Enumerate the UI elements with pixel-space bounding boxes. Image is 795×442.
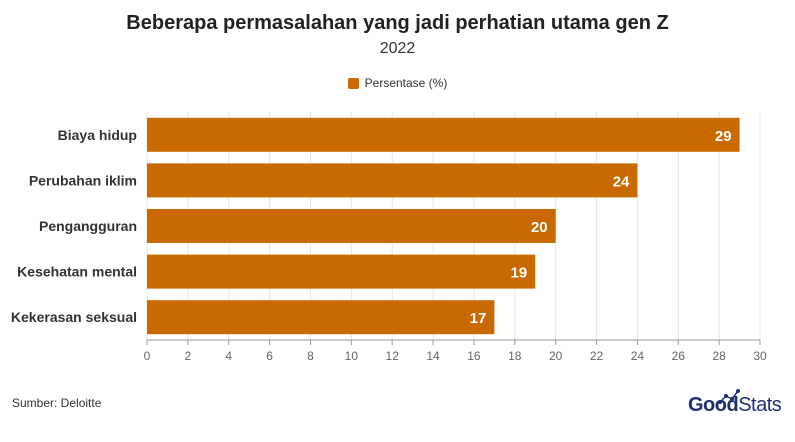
x-tick-label: 6 (266, 349, 273, 363)
x-tick-label: 30 (753, 349, 767, 363)
bar (147, 300, 495, 335)
bar-value-label: 19 (511, 265, 528, 282)
x-tick-label: 12 (386, 349, 400, 363)
legend-swatch (347, 77, 359, 89)
legend: Persentase (%) (0, 76, 795, 90)
bar (147, 163, 638, 198)
logo-text: GoodStats (688, 394, 782, 416)
x-tick-label: 14 (426, 349, 440, 363)
x-tick-label: 8 (307, 349, 314, 363)
x-tick-label: 26 (672, 349, 686, 363)
x-tick-label: 16 (467, 349, 481, 363)
logo-chart-icon (718, 389, 740, 404)
x-tick-label: 20 (549, 349, 563, 363)
bar-value-label: 17 (470, 310, 487, 327)
category-label: Kekerasan seksual (11, 309, 137, 325)
x-tick-label: 2 (185, 349, 192, 363)
x-tick-label: 18 (508, 349, 522, 363)
bars: 29 24 20 19 17 (147, 117, 740, 335)
category-label: Pengangguran (39, 218, 137, 234)
legend-label: Persentase (%) (364, 76, 448, 90)
category-label: Kesehatan mental (17, 264, 137, 280)
x-tick-label: 4 (225, 349, 232, 363)
category-label: Perubahan iklim (29, 172, 137, 188)
chart-title: Beberapa permasalahan yang jadi perhatia… (126, 12, 669, 34)
category-label: Biaya hidup (58, 127, 137, 143)
bar (147, 254, 536, 289)
x-tick-label: 10 (345, 349, 359, 363)
bar-value-label: 20 (531, 219, 548, 236)
bar (147, 117, 740, 152)
source-note: Sumber: Deloitte (12, 396, 102, 410)
category-labels: Biaya hidup Perubahan iklim Pengangguran Ke… (11, 127, 137, 325)
goodstats-logo: GoodStats (688, 388, 788, 422)
bar-value-label: 24 (613, 173, 630, 190)
x-tick-label: 0 (144, 349, 151, 363)
x-tick-label: 24 (631, 349, 645, 363)
x-tick-label: 28 (712, 349, 726, 363)
bar-value-label: 29 (715, 128, 732, 145)
chart-subtitle: 2022 (379, 40, 416, 57)
x-tick-label: 22 (590, 349, 604, 363)
x-axis-ticks: 0 2 4 6 8 10 12 14 16 18 20 22 24 26 28 30 (144, 339, 767, 363)
bar (147, 209, 556, 243)
